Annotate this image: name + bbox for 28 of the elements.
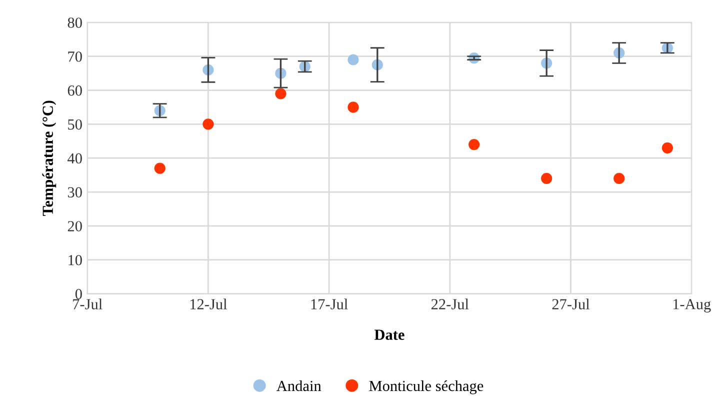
x-tick-label: 12-Jul bbox=[190, 298, 227, 310]
y-tick-label: 50 bbox=[68, 119, 82, 130]
x-tick-label: 17-Jul bbox=[311, 298, 348, 310]
y-tick-label: 70 bbox=[68, 51, 82, 62]
point bbox=[202, 118, 214, 130]
y-tick-label: 10 bbox=[68, 254, 82, 266]
x-tick-label: 22-Jul bbox=[431, 298, 469, 310]
x-tick-label: 7-Jul bbox=[73, 298, 102, 310]
legend-label: Andain bbox=[276, 380, 322, 392]
x-axis-title: Date bbox=[374, 330, 404, 340]
x-tick-label: 27-Jul bbox=[552, 298, 590, 310]
y-tick-label: 20 bbox=[68, 221, 82, 232]
point bbox=[348, 102, 359, 113]
point bbox=[348, 54, 359, 66]
y-tick-label: 0 bbox=[75, 288, 82, 300]
x-tick-label: 1-Aug bbox=[673, 299, 711, 312]
point bbox=[275, 88, 286, 100]
point bbox=[541, 172, 552, 184]
point bbox=[154, 162, 166, 174]
y-axis-title: Température (°C) bbox=[42, 100, 56, 216]
y-tick-label: 40 bbox=[68, 153, 82, 164]
point bbox=[662, 142, 673, 154]
y-tick-label: 80 bbox=[68, 18, 82, 28]
y-tick-label: 30 bbox=[68, 187, 82, 198]
y-tick-label: 60 bbox=[68, 85, 82, 96]
legend-label: Monticule séchage bbox=[369, 380, 484, 394]
point bbox=[614, 172, 625, 184]
point bbox=[468, 138, 480, 150]
